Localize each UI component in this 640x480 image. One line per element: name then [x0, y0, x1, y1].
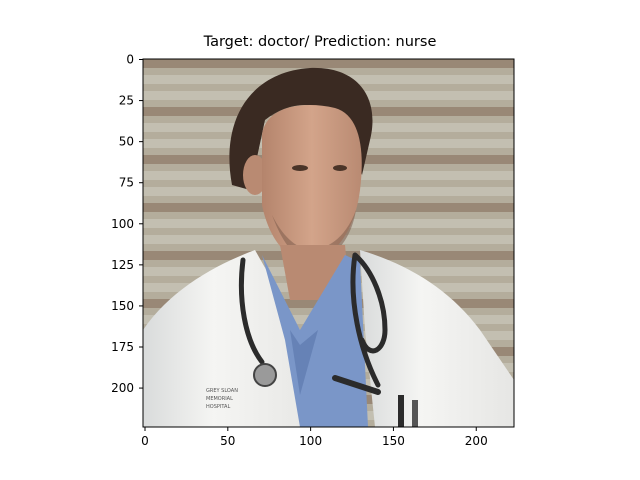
figure-title: Target: doctor/ Prediction: nurse — [203, 34, 437, 50]
hair — [229, 67, 373, 190]
x-tick-label: 100 — [299, 434, 322, 448]
scrubs — [262, 255, 368, 427]
hospital-badge: GREY SLOAN MEMORIAL HOSPITAL — [206, 388, 238, 410]
y-tick-label: 175 — [111, 340, 134, 354]
y-tick-label: 75 — [119, 176, 134, 190]
svg-text:HOSPITAL: HOSPITAL — [206, 404, 230, 410]
x-tick-label: 50 — [220, 434, 235, 448]
x-tick-label: 200 — [465, 434, 488, 448]
y-axis: 0 25 50 75 100 125 150 175 200 — [111, 53, 143, 395]
x-axis: 0 50 100 150 200 — [141, 427, 488, 448]
y-tick-label: 25 — [119, 94, 134, 108]
face — [262, 105, 362, 262]
y-tick-label: 0 — [126, 53, 134, 67]
y-tick-label: 50 — [119, 135, 134, 149]
stethoscope — [238, 252, 388, 388]
y-tick-label: 200 — [111, 381, 134, 395]
x-tick-label: 0 — [141, 434, 149, 448]
y-tick-label: 100 — [111, 217, 134, 231]
y-tick-label: 150 — [111, 299, 134, 313]
photo: GREY SLOAN MEMORIAL HOSPITAL — [143, 59, 514, 427]
svg-text:MEMORIAL: MEMORIAL — [206, 396, 233, 402]
y-tick-label: 125 — [111, 258, 134, 272]
svg-text:GREY SLOAN: GREY SLOAN — [206, 388, 238, 394]
axes-frame — [142, 58, 515, 428]
x-tick-label: 150 — [382, 434, 405, 448]
